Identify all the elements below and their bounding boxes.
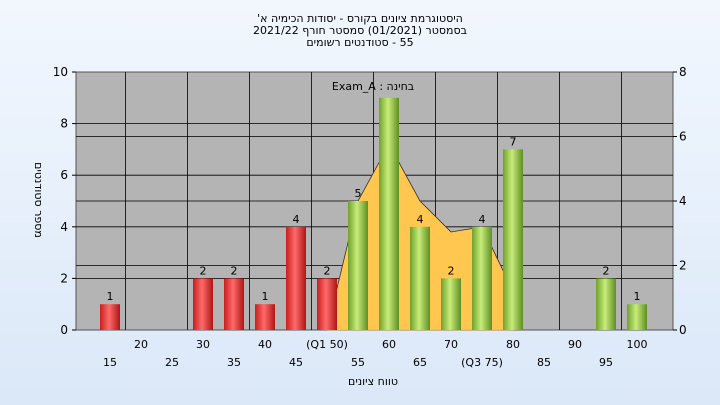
bar-55	[348, 201, 368, 330]
bar-45	[286, 226, 306, 330]
x-axis-label: טווח ציונים	[348, 375, 398, 388]
bar-65	[410, 226, 430, 330]
bar-value-labels: 1 2 2 1 4 2 5 4 2 4 7 2 1	[107, 135, 641, 303]
bar-(Q1 50)	[317, 278, 337, 330]
y-tick-label: 2	[60, 271, 68, 285]
x-tick-label: 65	[413, 356, 427, 369]
bar-15	[100, 304, 120, 330]
bar-label-70: 2	[448, 264, 455, 277]
bar-35	[224, 278, 244, 330]
x-tick-label: 35	[227, 356, 241, 369]
x-tick-label: 85	[537, 356, 551, 369]
bar-label-95: 2	[603, 264, 610, 277]
x-tick-label: 90	[568, 338, 582, 351]
x-tick-label: 25	[165, 356, 179, 369]
bars	[100, 97, 647, 330]
chart-title-line-1: היסטוגרמת ציונים בקורס - יסודות הכימיה א…	[257, 12, 463, 25]
x-tick-label: 40	[258, 338, 272, 351]
bar-(Q3 75)	[472, 226, 492, 330]
bar-40	[255, 304, 275, 330]
y-tick-label: 8	[60, 117, 68, 131]
chart-title-line-2: בסמסטר (01/2021) סמסטר חורף 2021/22	[253, 24, 467, 37]
y2-tick-label: 2	[679, 259, 687, 273]
bar-label-55: 5	[355, 187, 362, 200]
y2-tick-label: 8	[679, 65, 687, 79]
x-tick-label: 45	[289, 356, 303, 369]
bar-label-30: 2	[200, 264, 207, 277]
bar-label-80: 7	[510, 135, 517, 148]
bar-label-65: 4	[417, 213, 424, 226]
x-tick-label: (Q1 50)	[306, 338, 348, 351]
bar-label-(Q3 75): 4	[479, 213, 486, 226]
y-tick-label: 0	[60, 323, 68, 337]
bar-70	[441, 278, 461, 330]
y2-tick-label: 0	[679, 323, 687, 337]
x-tick-label: 55	[351, 356, 365, 369]
y-tick-label: 6	[60, 168, 68, 182]
y-axis-label: מספר סטודנטים	[32, 162, 45, 238]
bar-label-40: 1	[262, 290, 269, 303]
y2-tick-label: 6	[679, 130, 687, 144]
secondary-y-axis-ticks: 0 2 4 6 8	[673, 65, 687, 337]
bar-label-15: 1	[107, 290, 114, 303]
bar-30	[193, 278, 213, 330]
chart-title-line-3: 55 - סטודנטים רשומים	[306, 36, 413, 49]
x-tick-label: (Q3 75)	[461, 356, 503, 369]
bar-80	[503, 149, 523, 330]
bar-label-35: 2	[231, 264, 238, 277]
bar-95	[596, 278, 616, 330]
x-tick-label: 15	[103, 356, 117, 369]
bar-60	[379, 97, 399, 330]
x-tick-label: 100	[627, 338, 648, 351]
y-tick-label: 4	[60, 220, 68, 234]
y-axis-ticks: 0 2 4 6 8 10	[53, 65, 76, 337]
x-tick-label: 30	[196, 338, 210, 351]
x-tick-label: 80	[506, 338, 520, 351]
x-tick-label: 95	[599, 356, 613, 369]
exam-annotation: Exam_A : בחינה	[332, 80, 414, 93]
bar-label-100: 1	[634, 290, 641, 303]
y-tick-label: 10	[53, 65, 68, 79]
bar-label-45: 4	[293, 213, 300, 226]
x-tick-label: 20	[134, 338, 148, 351]
x-tick-label: 60	[382, 338, 396, 351]
y2-tick-label: 4	[679, 194, 687, 208]
bar-label-(Q1 50): 2	[324, 264, 331, 277]
x-tick-label: 70	[444, 338, 458, 351]
x-axis-ticks: 15 20 25 30 35 40 45(Q1 50)55 60 65 70(Q3 75)80 85…	[103, 338, 648, 369]
bar-100	[627, 304, 647, 330]
